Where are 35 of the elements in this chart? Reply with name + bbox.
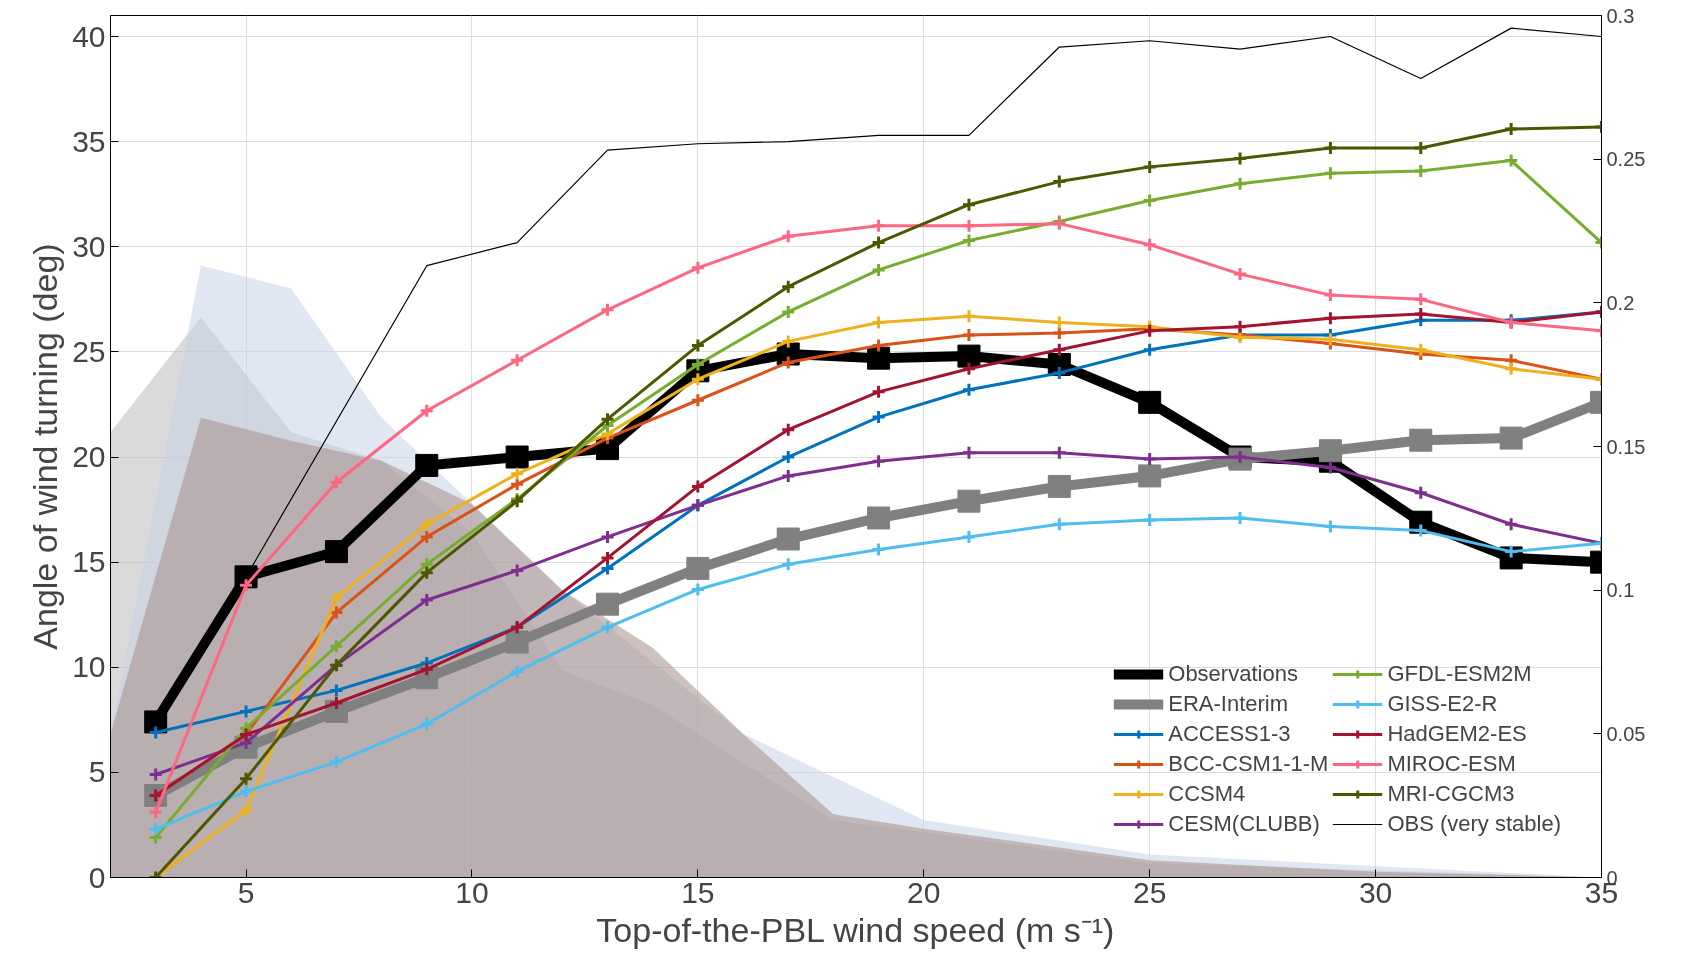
y-tick-label: 15	[72, 545, 106, 579]
y2-tick-label: 0.25	[1606, 148, 1646, 171]
legend-label: MRI-CGCM3	[1387, 781, 1515, 807]
x-tick-label: 15	[681, 875, 715, 909]
y2-tick-label: 0.05	[1606, 722, 1646, 745]
legend-label: BCC-CSM1-1-M	[1168, 751, 1329, 777]
y-tick-label: 35	[72, 124, 106, 158]
legend-label: OBS (very stable)	[1387, 811, 1561, 837]
legend-label: Observations	[1168, 661, 1298, 687]
x-tick-label: 20	[907, 875, 941, 909]
y-tick-label: 25	[72, 334, 106, 368]
legend-label: GFDL-ESM2M	[1387, 661, 1532, 687]
y2-tick-label: 0.15	[1606, 435, 1646, 458]
y-tick-label: 20	[72, 440, 106, 474]
legend-label: CESM(CLUBB)	[1168, 811, 1320, 837]
legend-label: CCSM4	[1168, 781, 1246, 807]
y2-tick-label: 0.1	[1606, 579, 1635, 602]
y-axis-title: Angle of wind turning (deg)	[26, 243, 65, 650]
legend-label: ACCESS1-3	[1168, 721, 1291, 747]
y2-tick-label: 0.3	[1606, 4, 1635, 27]
legend-label: GISS-E2-R	[1387, 691, 1498, 717]
y2-tick-label: 0.2	[1606, 291, 1635, 314]
legend-label: MIROC-ESM	[1387, 751, 1516, 777]
x-tick-label: 10	[455, 875, 489, 909]
y-tick-label: 30	[72, 229, 106, 263]
x-tick-label: 25	[1133, 875, 1167, 909]
x-tick-label: 30	[1358, 875, 1393, 909]
legend-label: ERA-Interim	[1168, 691, 1289, 717]
x-tick-label: 5	[237, 875, 255, 909]
legend-label: HadGEM2-ES	[1387, 721, 1527, 747]
y-tick-label: 40	[72, 19, 106, 53]
y-tick-label: 5	[88, 755, 106, 789]
x-axis-title: Top-of-the-PBL wind speed (m s⁻¹)	[596, 910, 1115, 949]
y-tick-label: 10	[72, 650, 106, 684]
y-tick-label: 0	[88, 860, 106, 894]
